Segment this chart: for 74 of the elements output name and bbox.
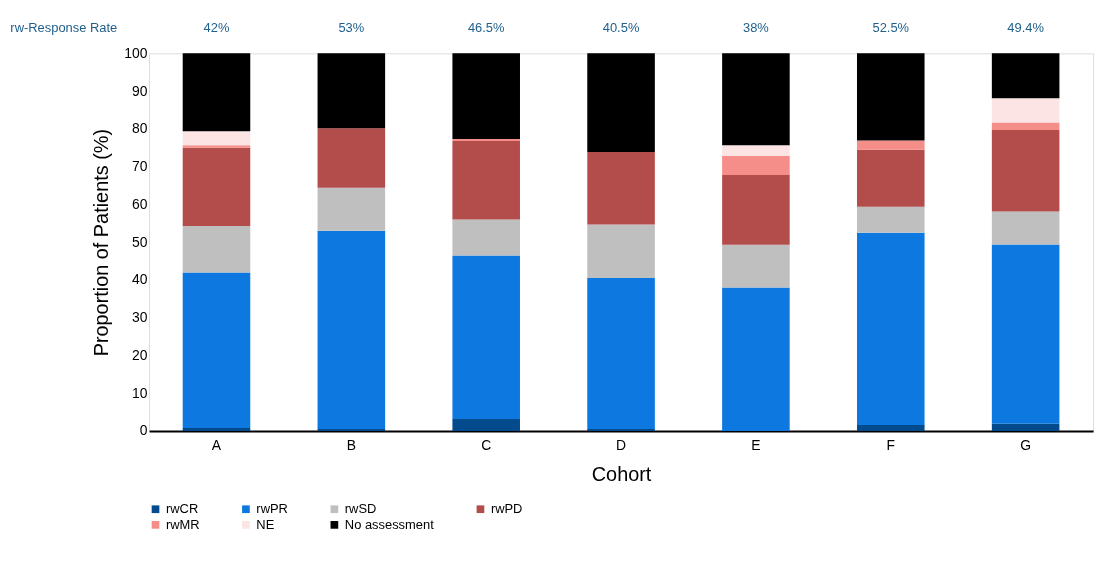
- bar: [856, 424, 925, 431]
- bar: [991, 130, 1060, 212]
- bar: [452, 418, 520, 431]
- bar: [317, 128, 386, 188]
- bar: [722, 174, 790, 245]
- y-tick-label: 40: [132, 271, 148, 288]
- bar: [722, 287, 790, 431]
- x-tick-label: B: [346, 437, 356, 454]
- y-tick-label: 80: [132, 120, 148, 137]
- bar: [991, 211, 1060, 245]
- y-tick-label: 50: [132, 233, 148, 250]
- x-tick-label: C: [481, 437, 492, 454]
- legend-label: rwMR: [165, 516, 200, 532]
- x-tick-label: G: [1020, 437, 1032, 454]
- bar: [722, 244, 790, 288]
- y-tick-label: 60: [132, 195, 148, 212]
- y-tick-label: 10: [132, 384, 148, 401]
- bar: [722, 145, 790, 156]
- bar: [317, 187, 386, 231]
- bar: [182, 272, 251, 428]
- text: 53%: [338, 19, 365, 35]
- bar: [587, 278, 655, 430]
- bar: [856, 232, 925, 425]
- text: rw-Response Rate: [10, 19, 118, 35]
- bar: [182, 53, 251, 132]
- bar: [856, 206, 925, 233]
- bar: [182, 131, 251, 146]
- bar: [182, 147, 251, 226]
- text: 49.4%: [1007, 19, 1045, 35]
- bar: [182, 225, 251, 273]
- legend-label: rwPR: [256, 501, 288, 517]
- y-axis-title: Proportion of Patients (%): [90, 128, 113, 357]
- text: 38%: [743, 19, 770, 35]
- x-tick-label: E: [751, 437, 761, 454]
- bar: [182, 145, 251, 148]
- bar: [452, 255, 520, 419]
- bar: [587, 53, 655, 152]
- bar: [991, 122, 1060, 131]
- y-tick-label: 30: [132, 309, 148, 326]
- legend-label: rwPD: [490, 501, 523, 517]
- y-tick-label: 90: [132, 82, 148, 99]
- bar: [317, 230, 386, 430]
- text: 52.5%: [872, 19, 910, 35]
- x-tick-label: F: [886, 437, 896, 454]
- legend-label: No assessment: [344, 516, 435, 532]
- y-tick-label: 0: [139, 422, 148, 439]
- x-tick-label: D: [616, 437, 627, 454]
- text: 46.5%: [467, 19, 506, 35]
- bar: [182, 427, 251, 431]
- bar: [991, 53, 1060, 99]
- legend-label: rwSD: [344, 501, 377, 517]
- bar: [587, 151, 655, 225]
- bar: [856, 53, 925, 141]
- bar: [722, 155, 790, 175]
- bar: [991, 98, 1060, 123]
- text: 42%: [203, 19, 230, 35]
- bar: [452, 53, 520, 140]
- bar: [317, 53, 386, 129]
- bar: [856, 149, 925, 207]
- bar: [452, 219, 520, 256]
- y-tick-label: 100: [124, 44, 148, 61]
- bar: [587, 224, 655, 279]
- x-axis-title: Cohort: [591, 463, 652, 486]
- bar: [991, 423, 1060, 431]
- text: 40.5%: [602, 19, 640, 35]
- bar: [991, 244, 1060, 424]
- legend-label: NE: [256, 516, 275, 532]
- bar: [856, 140, 925, 150]
- x-tick-label: A: [211, 437, 222, 454]
- y-tick-label: 20: [132, 346, 148, 363]
- bar: [452, 140, 520, 220]
- y-tick-label: 70: [132, 158, 148, 175]
- bar: [722, 53, 790, 146]
- legend-label: rwCR: [165, 501, 199, 517]
